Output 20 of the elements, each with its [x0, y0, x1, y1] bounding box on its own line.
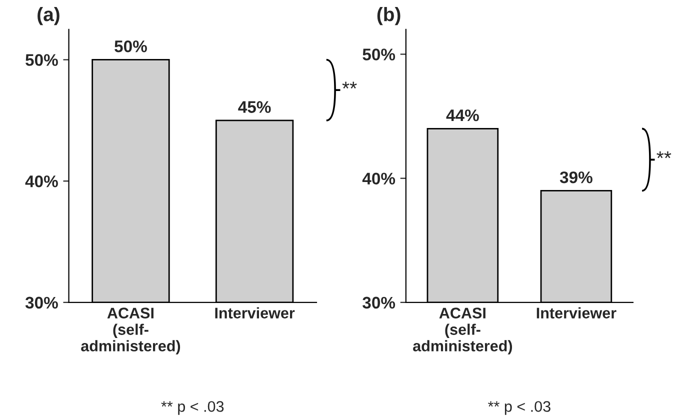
text: **	[342, 82, 357, 89]
x-tick-label: Interviewer	[215, 307, 295, 318]
y-tick-label: 50%	[26, 54, 58, 66]
x-tick-label: ACASI (self- administered)	[81, 308, 180, 354]
data-label: 50%	[114, 40, 147, 52]
data-label: 39%	[560, 171, 592, 184]
chart-title: (a)	[38, 6, 60, 26]
x-tick-label: ACASI (self- administered)	[413, 308, 512, 354]
y-tick-label: 40%	[362, 172, 396, 185]
y-tick-label: 50%	[362, 48, 396, 60]
chart-title: (b)	[377, 6, 400, 26]
data-label: 45%	[238, 101, 271, 113]
y-tick-label: 40%	[25, 175, 58, 188]
data-label: 44%	[446, 109, 479, 122]
text: **	[656, 151, 672, 158]
x-tick-label: Interviewer	[536, 307, 616, 318]
y-tick-label: 30%	[25, 296, 58, 309]
text: ** p < .03	[488, 401, 550, 415]
y-tick-label: 30%	[362, 296, 396, 309]
text: ** p < .03	[161, 401, 224, 415]
